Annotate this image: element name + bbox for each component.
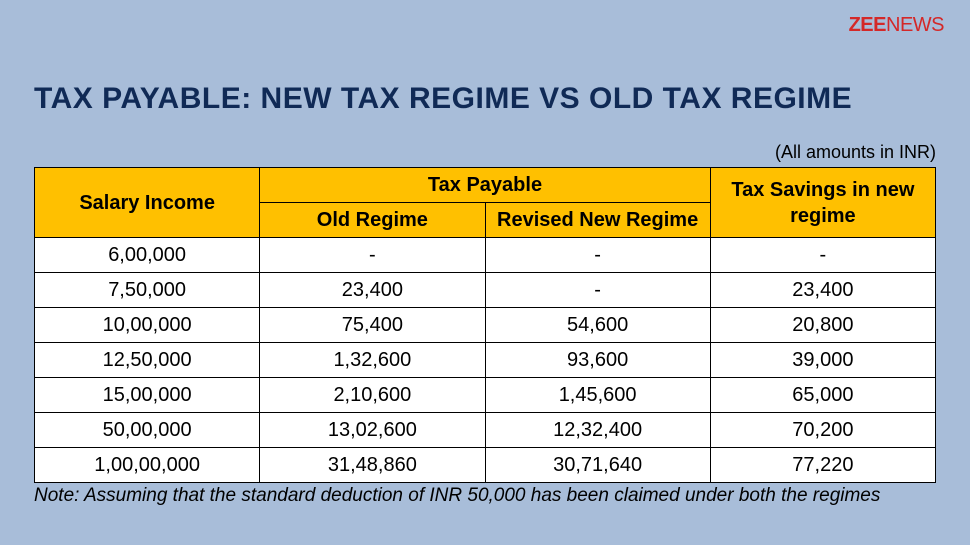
header-row-1: Salary Income Tax Payable Tax Savings in… — [35, 168, 936, 203]
cell-savings: 77,220 — [710, 448, 935, 483]
header-salary-income: Salary Income — [35, 168, 260, 238]
cell-new-regime: 1,45,600 — [485, 378, 710, 413]
cell-old-regime: 2,10,600 — [260, 378, 485, 413]
tax-comparison-table: Salary Income Tax Payable Tax Savings in… — [34, 167, 936, 483]
cell-salary: 1,00,00,000 — [35, 448, 260, 483]
footnote: Note: Assuming that the standard deducti… — [34, 485, 936, 507]
table-row: 10,00,000 75,400 54,600 20,800 — [35, 308, 936, 343]
cell-savings: 20,800 — [710, 308, 935, 343]
cell-savings: - — [710, 238, 935, 273]
header-old-regime: Old Regime — [260, 203, 485, 238]
cell-new-regime: 93,600 — [485, 343, 710, 378]
page-title: TAX PAYABLE: NEW TAX REGIME VS OLD TAX R… — [34, 82, 936, 116]
cell-old-regime: 23,400 — [260, 273, 485, 308]
cell-salary: 12,50,000 — [35, 343, 260, 378]
cell-new-regime: - — [485, 273, 710, 308]
cell-salary: 15,00,000 — [35, 378, 260, 413]
cell-old-regime: 13,02,600 — [260, 413, 485, 448]
header-tax-payable: Tax Payable — [260, 168, 711, 203]
cell-old-regime: 31,48,860 — [260, 448, 485, 483]
cell-savings: 23,400 — [710, 273, 935, 308]
cell-old-regime: - — [260, 238, 485, 273]
cell-salary: 6,00,000 — [35, 238, 260, 273]
logo-left: ZEE — [849, 14, 886, 36]
table-row: 50,00,000 13,02,600 12,32,400 70,200 — [35, 413, 936, 448]
logo-right: NEWS — [886, 14, 944, 36]
table-row: 6,00,000 - - - — [35, 238, 936, 273]
cell-new-regime: - — [485, 238, 710, 273]
cell-savings: 39,000 — [710, 343, 935, 378]
cell-salary: 7,50,000 — [35, 273, 260, 308]
cell-old-regime: 75,400 — [260, 308, 485, 343]
units-note: (All amounts in INR) — [34, 142, 936, 163]
cell-new-regime: 54,600 — [485, 308, 710, 343]
main-content: TAX PAYABLE: NEW TAX REGIME VS OLD TAX R… — [34, 82, 936, 507]
cell-old-regime: 1,32,600 — [260, 343, 485, 378]
table-row: 12,50,000 1,32,600 93,600 39,000 — [35, 343, 936, 378]
table-row: 1,00,00,000 31,48,860 30,71,640 77,220 — [35, 448, 936, 483]
cell-salary: 10,00,000 — [35, 308, 260, 343]
header-tax-savings: Tax Savings in new regime — [710, 168, 935, 238]
cell-new-regime: 12,32,400 — [485, 413, 710, 448]
cell-savings: 70,200 — [710, 413, 935, 448]
cell-savings: 65,000 — [710, 378, 935, 413]
brand-logo: ZEENEWS — [849, 14, 944, 37]
table-row: 15,00,000 2,10,600 1,45,600 65,000 — [35, 378, 936, 413]
cell-new-regime: 30,71,640 — [485, 448, 710, 483]
header-new-regime: Revised New Regime — [485, 203, 710, 238]
cell-salary: 50,00,000 — [35, 413, 260, 448]
table-row: 7,50,000 23,400 - 23,400 — [35, 273, 936, 308]
